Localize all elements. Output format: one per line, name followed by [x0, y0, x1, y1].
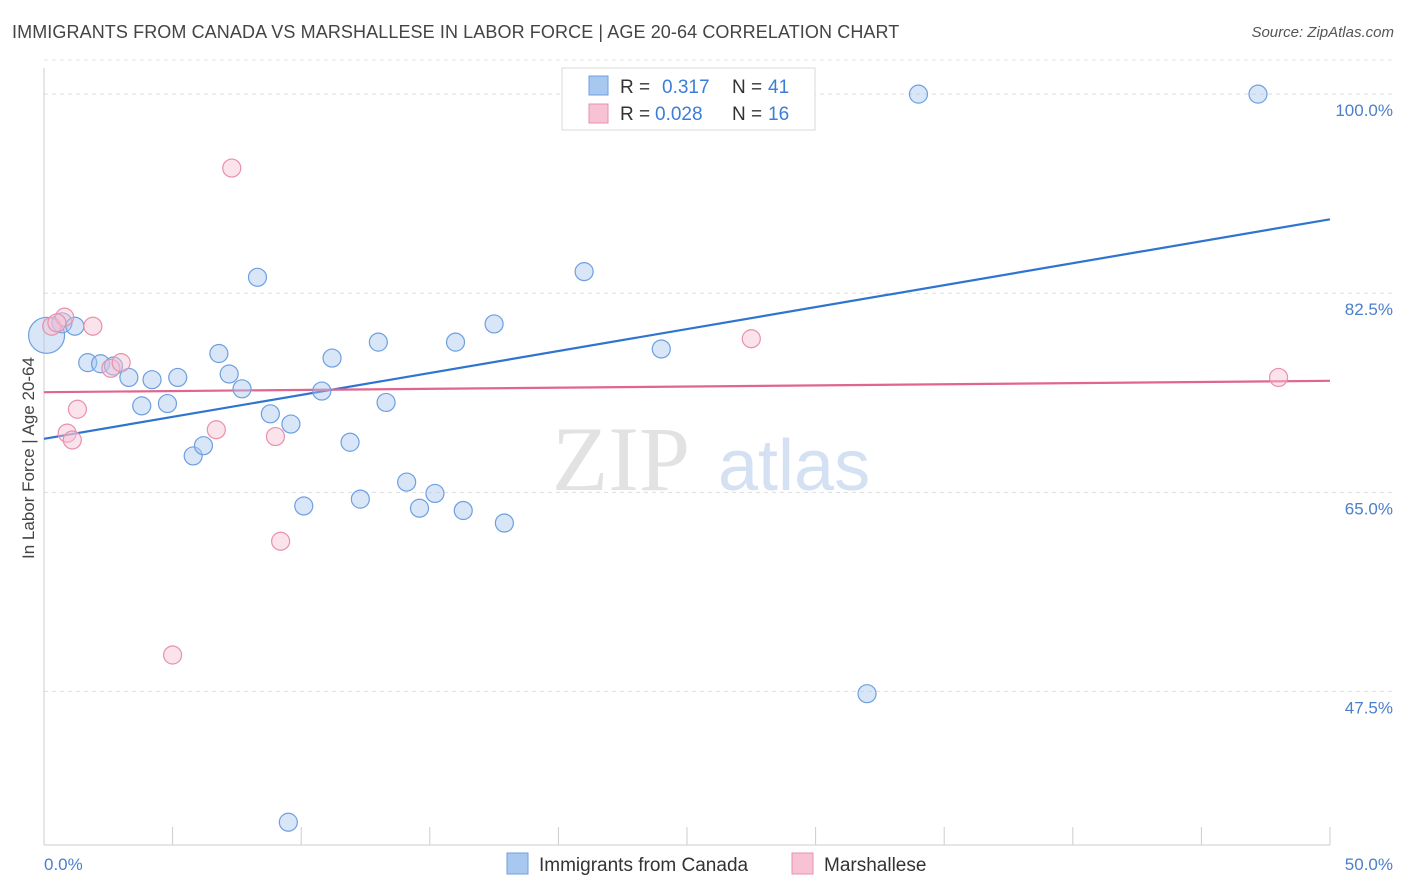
- point-s0-36: [857, 684, 877, 704]
- data-points: [27, 84, 1289, 832]
- stats-legend: R = 0.317 N = 41 R = 0.028 N = 16: [561, 67, 816, 131]
- point-s0-16: [247, 267, 268, 287]
- point-s0-24: [368, 332, 388, 352]
- bottom-label-canada: Immigrants from Canada: [539, 855, 749, 876]
- y-tick-label-1: 82.5%: [1345, 300, 1393, 319]
- legend-r-label-canada: R =: [620, 77, 650, 98]
- point-s0-33: [574, 262, 594, 282]
- point-s0-12: [193, 436, 214, 456]
- watermark-atlas: atlas: [718, 426, 870, 506]
- point-s0-38: [1248, 84, 1268, 104]
- series-legend: Immigrants from Canada Marshallese: [506, 852, 926, 876]
- legend-r-value-canada: 0.317: [662, 77, 710, 98]
- point-s0-17: [260, 404, 280, 424]
- point-s0-34: [651, 339, 671, 359]
- point-s0-19: [294, 496, 314, 516]
- point-s0-23: [350, 489, 370, 509]
- x-tick-label-max: 50.0%: [1345, 855, 1393, 874]
- point-s1-8: [163, 645, 183, 665]
- point-s0-30: [453, 500, 473, 521]
- point-s0-21: [322, 348, 342, 368]
- axes: [43, 68, 1331, 846]
- legend-n-value-canada: 41: [768, 77, 789, 98]
- point-s0-27: [409, 498, 430, 518]
- point-s0-25: [376, 392, 396, 413]
- x-tick-label-min: 0.0%: [44, 855, 83, 874]
- point-s0-18: [281, 414, 301, 434]
- point-s0-37: [908, 84, 929, 104]
- point-s0-10: [168, 367, 188, 388]
- trend-lines: [43, 218, 1331, 440]
- point-s1-12: [271, 531, 291, 551]
- y-tick-label-0: 100.0%: [1335, 101, 1393, 120]
- point-s1-10: [222, 158, 242, 178]
- point-s0-31: [484, 314, 504, 334]
- point-s1-5: [83, 316, 103, 336]
- point-s0-0: [27, 316, 66, 354]
- point-s1-7: [111, 353, 131, 373]
- point-s1-4: [67, 399, 88, 419]
- source-label: Source: ZipAtlas.com: [1251, 24, 1394, 41]
- bottom-swatch-marshallese: [791, 852, 814, 875]
- y-tick-label-2: 65.0%: [1345, 499, 1393, 518]
- legend-swatch-canada: [588, 75, 609, 96]
- point-s0-9: [157, 393, 178, 414]
- trend-line-s0: [43, 218, 1331, 440]
- point-s0-8: [142, 370, 162, 390]
- legend-r-value-marshallese: 0.028: [655, 104, 703, 125]
- point-s0-39: [278, 812, 298, 832]
- y-axis-label: In Labor Force | Age 20-64: [19, 357, 38, 559]
- point-s1-15: [47, 313, 67, 333]
- point-s1-14: [1268, 367, 1289, 388]
- trend-line-s1: [43, 379, 1331, 394]
- y-tick-label-3: 47.5%: [1345, 698, 1393, 717]
- chart-title: IMMIGRANTS FROM CANADA VS MARSHALLESE IN…: [12, 22, 900, 42]
- point-s1-11: [265, 426, 286, 447]
- point-s0-26: [397, 472, 417, 492]
- point-s1-6: [101, 358, 121, 378]
- point-s0-14: [219, 364, 239, 384]
- point-s0-11: [183, 446, 203, 466]
- point-s1-13: [741, 329, 761, 349]
- point-s1-9: [206, 420, 226, 440]
- legend-r-label-marshallese: R =: [620, 104, 650, 125]
- legend-n-label-marshallese: N =: [732, 104, 762, 125]
- point-s0-20: [312, 381, 332, 401]
- point-s0-13: [209, 343, 229, 364]
- y-tick-labels: 100.0% 82.5% 65.0% 47.5%: [1335, 101, 1393, 717]
- point-s0-7: [132, 396, 152, 416]
- bottom-swatch-canada: [506, 852, 529, 875]
- legend-n-label-canada: N =: [732, 77, 762, 98]
- point-s0-32: [494, 513, 514, 533]
- point-s0-29: [445, 332, 466, 352]
- point-s0-28: [425, 483, 445, 504]
- point-s0-22: [340, 432, 360, 452]
- point-s0-6: [119, 367, 139, 388]
- grid-lines: [44, 59, 1392, 692]
- legend-n-value-marshallese: 16: [768, 104, 789, 125]
- point-s0-15: [232, 379, 252, 399]
- bottom-label-marshallese: Marshallese: [824, 855, 926, 876]
- point-s1-3: [62, 430, 82, 450]
- legend-swatch-marshallese: [588, 103, 609, 124]
- watermark-zip: ZIP: [552, 408, 690, 510]
